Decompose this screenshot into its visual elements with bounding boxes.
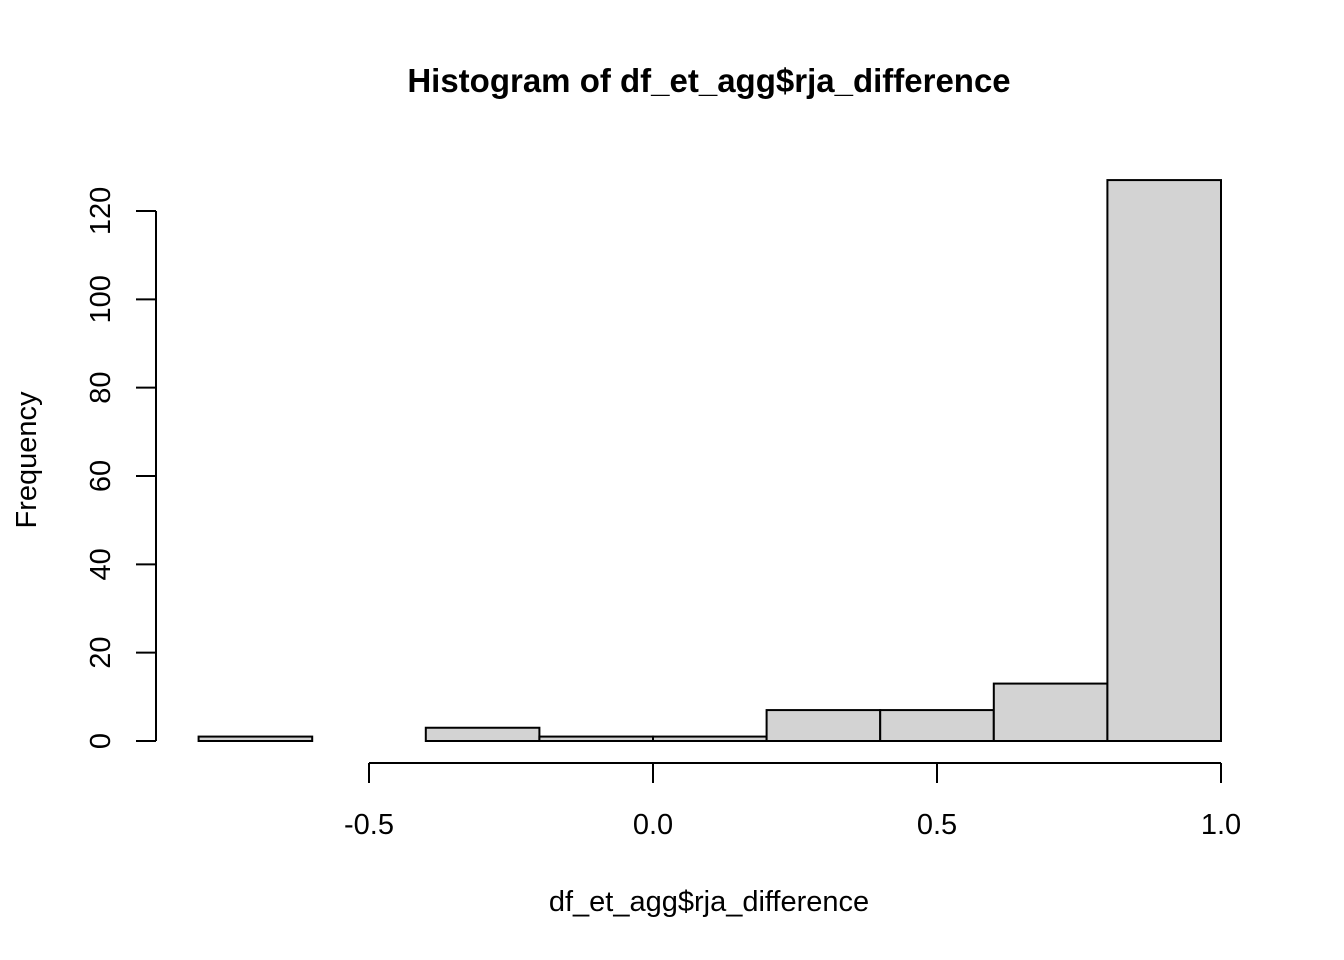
- histogram-bar-3: [538, 735, 655, 743]
- histogram-bar-8: [1106, 179, 1223, 742]
- histogram-bar-6: [879, 709, 995, 743]
- y-tick-label: 120: [85, 187, 117, 235]
- y-tick-label: 60: [85, 460, 117, 492]
- y-tick-label: 80: [85, 372, 117, 404]
- x-tick-label: 0.0: [633, 809, 673, 841]
- y-tick-label: 100: [85, 275, 117, 323]
- bars-group: [197, 179, 1223, 743]
- y-axis-label: Frequency: [11, 391, 43, 529]
- y-tick-label: 40: [85, 548, 117, 580]
- x-tick-label: 0.5: [917, 809, 957, 841]
- histogram-bar-5: [765, 709, 882, 743]
- y-tick-label: 20: [85, 637, 117, 669]
- y-axis: 0 20 40 60 80 100 120: [85, 187, 157, 749]
- x-tick-label: 1.0: [1201, 809, 1241, 841]
- x-axis-label: df_et_agg$rja_difference: [549, 886, 869, 918]
- histogram-bar-4: [652, 735, 768, 743]
- x-axis: -0.5 0.0 0.5 1.0: [344, 762, 1241, 841]
- histogram-bar-2: [424, 726, 541, 742]
- x-tick-label: -0.5: [344, 809, 394, 841]
- histogram-bar-0: [197, 735, 314, 743]
- chart-title: Histogram of df_et_agg$rja_difference: [407, 62, 1010, 99]
- histogram-bar-7: [992, 682, 1109, 742]
- y-tick-label: 0: [85, 733, 117, 749]
